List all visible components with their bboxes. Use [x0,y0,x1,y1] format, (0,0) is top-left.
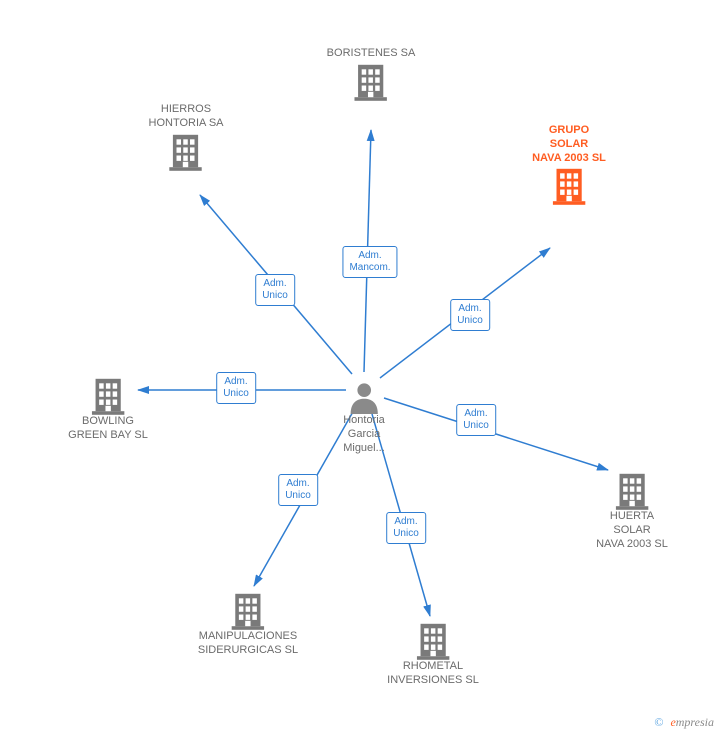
company-node-manip: MANIPULACIONES SIDERURGICAS SL [198,590,298,658]
node-label: RHOMETAL INVERSIONES SL [387,660,479,688]
node-label: MANIPULACIONES SIDERURGICAS SL [198,630,298,658]
edge-label: Adm. Unico [386,512,426,544]
edge-label: Adm. Unico [255,274,295,306]
node-label: HIERROS HONTORIA SA [149,103,224,131]
edge-line [384,398,608,470]
edge-label: Adm. Mancom. [342,246,397,278]
node-label: HUERTA SOLAR NAVA 2003 SL [596,510,668,551]
company-node-bowling: BOWLING GREEN BAY SL [68,375,148,443]
company-node-grupo: GRUPO SOLAR NAVA 2003 SL [532,124,606,205]
brand-rest: mpresia [676,715,714,729]
company-node-hierros: HIERROS HONTORIA SA [149,103,224,171]
building-icon [596,470,668,510]
building-icon [327,61,416,101]
edge-label: Adm. Unico [216,372,256,404]
edges-layer [0,0,728,740]
building-icon [198,590,298,630]
building-icon [68,375,148,415]
diagram-canvas: { "canvas": { "width": 728, "height": 74… [0,0,728,740]
node-label: BORISTENES SA [327,47,416,61]
node-label: Hontoria Garcia Miguel... [343,414,385,455]
credit: © empresia [654,715,714,730]
person-icon [343,380,385,414]
company-node-boristenes: BORISTENES SA [327,47,416,101]
building-icon [387,620,479,660]
center-person-node: Hontoria Garcia Miguel... [343,380,385,455]
copyright-symbol: © [654,715,663,729]
building-icon [532,165,606,205]
edge-label: Adm. Unico [456,404,496,436]
company-node-rhometal: RHOMETAL INVERSIONES SL [387,620,479,688]
building-icon [149,131,224,171]
node-label: BOWLING GREEN BAY SL [68,415,148,443]
edge-label: Adm. Unico [278,474,318,506]
edge-label: Adm. Unico [450,299,490,331]
node-label: GRUPO SOLAR NAVA 2003 SL [532,124,606,165]
company-node-huerta: HUERTA SOLAR NAVA 2003 SL [596,470,668,551]
